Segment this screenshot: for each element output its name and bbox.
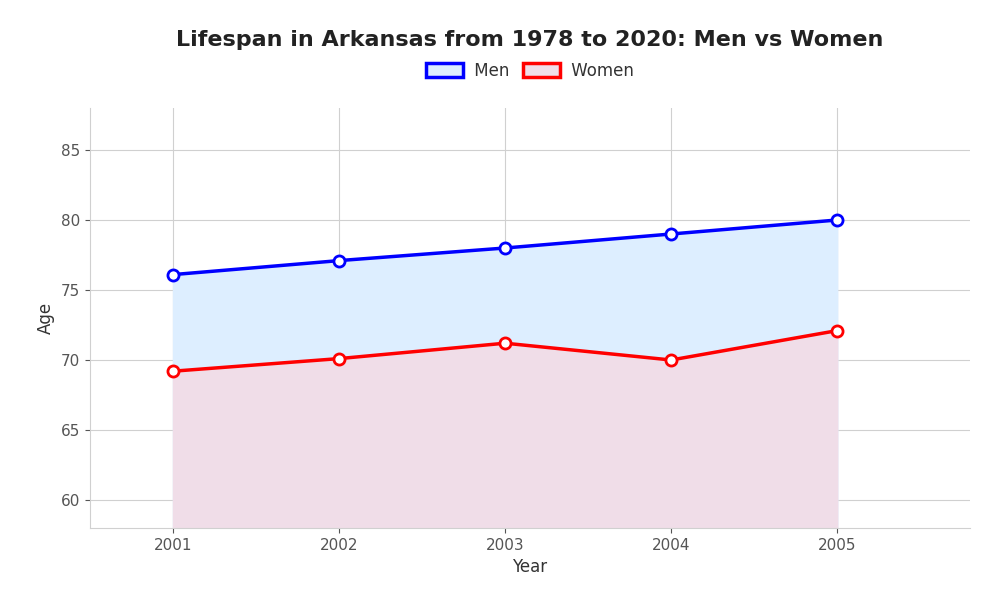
Legend:  Men,  Women: Men, Women xyxy=(426,62,634,80)
X-axis label: Year: Year xyxy=(512,558,548,576)
Title: Lifespan in Arkansas from 1978 to 2020: Men vs Women: Lifespan in Arkansas from 1978 to 2020: … xyxy=(176,29,884,49)
Y-axis label: Age: Age xyxy=(37,302,55,334)
